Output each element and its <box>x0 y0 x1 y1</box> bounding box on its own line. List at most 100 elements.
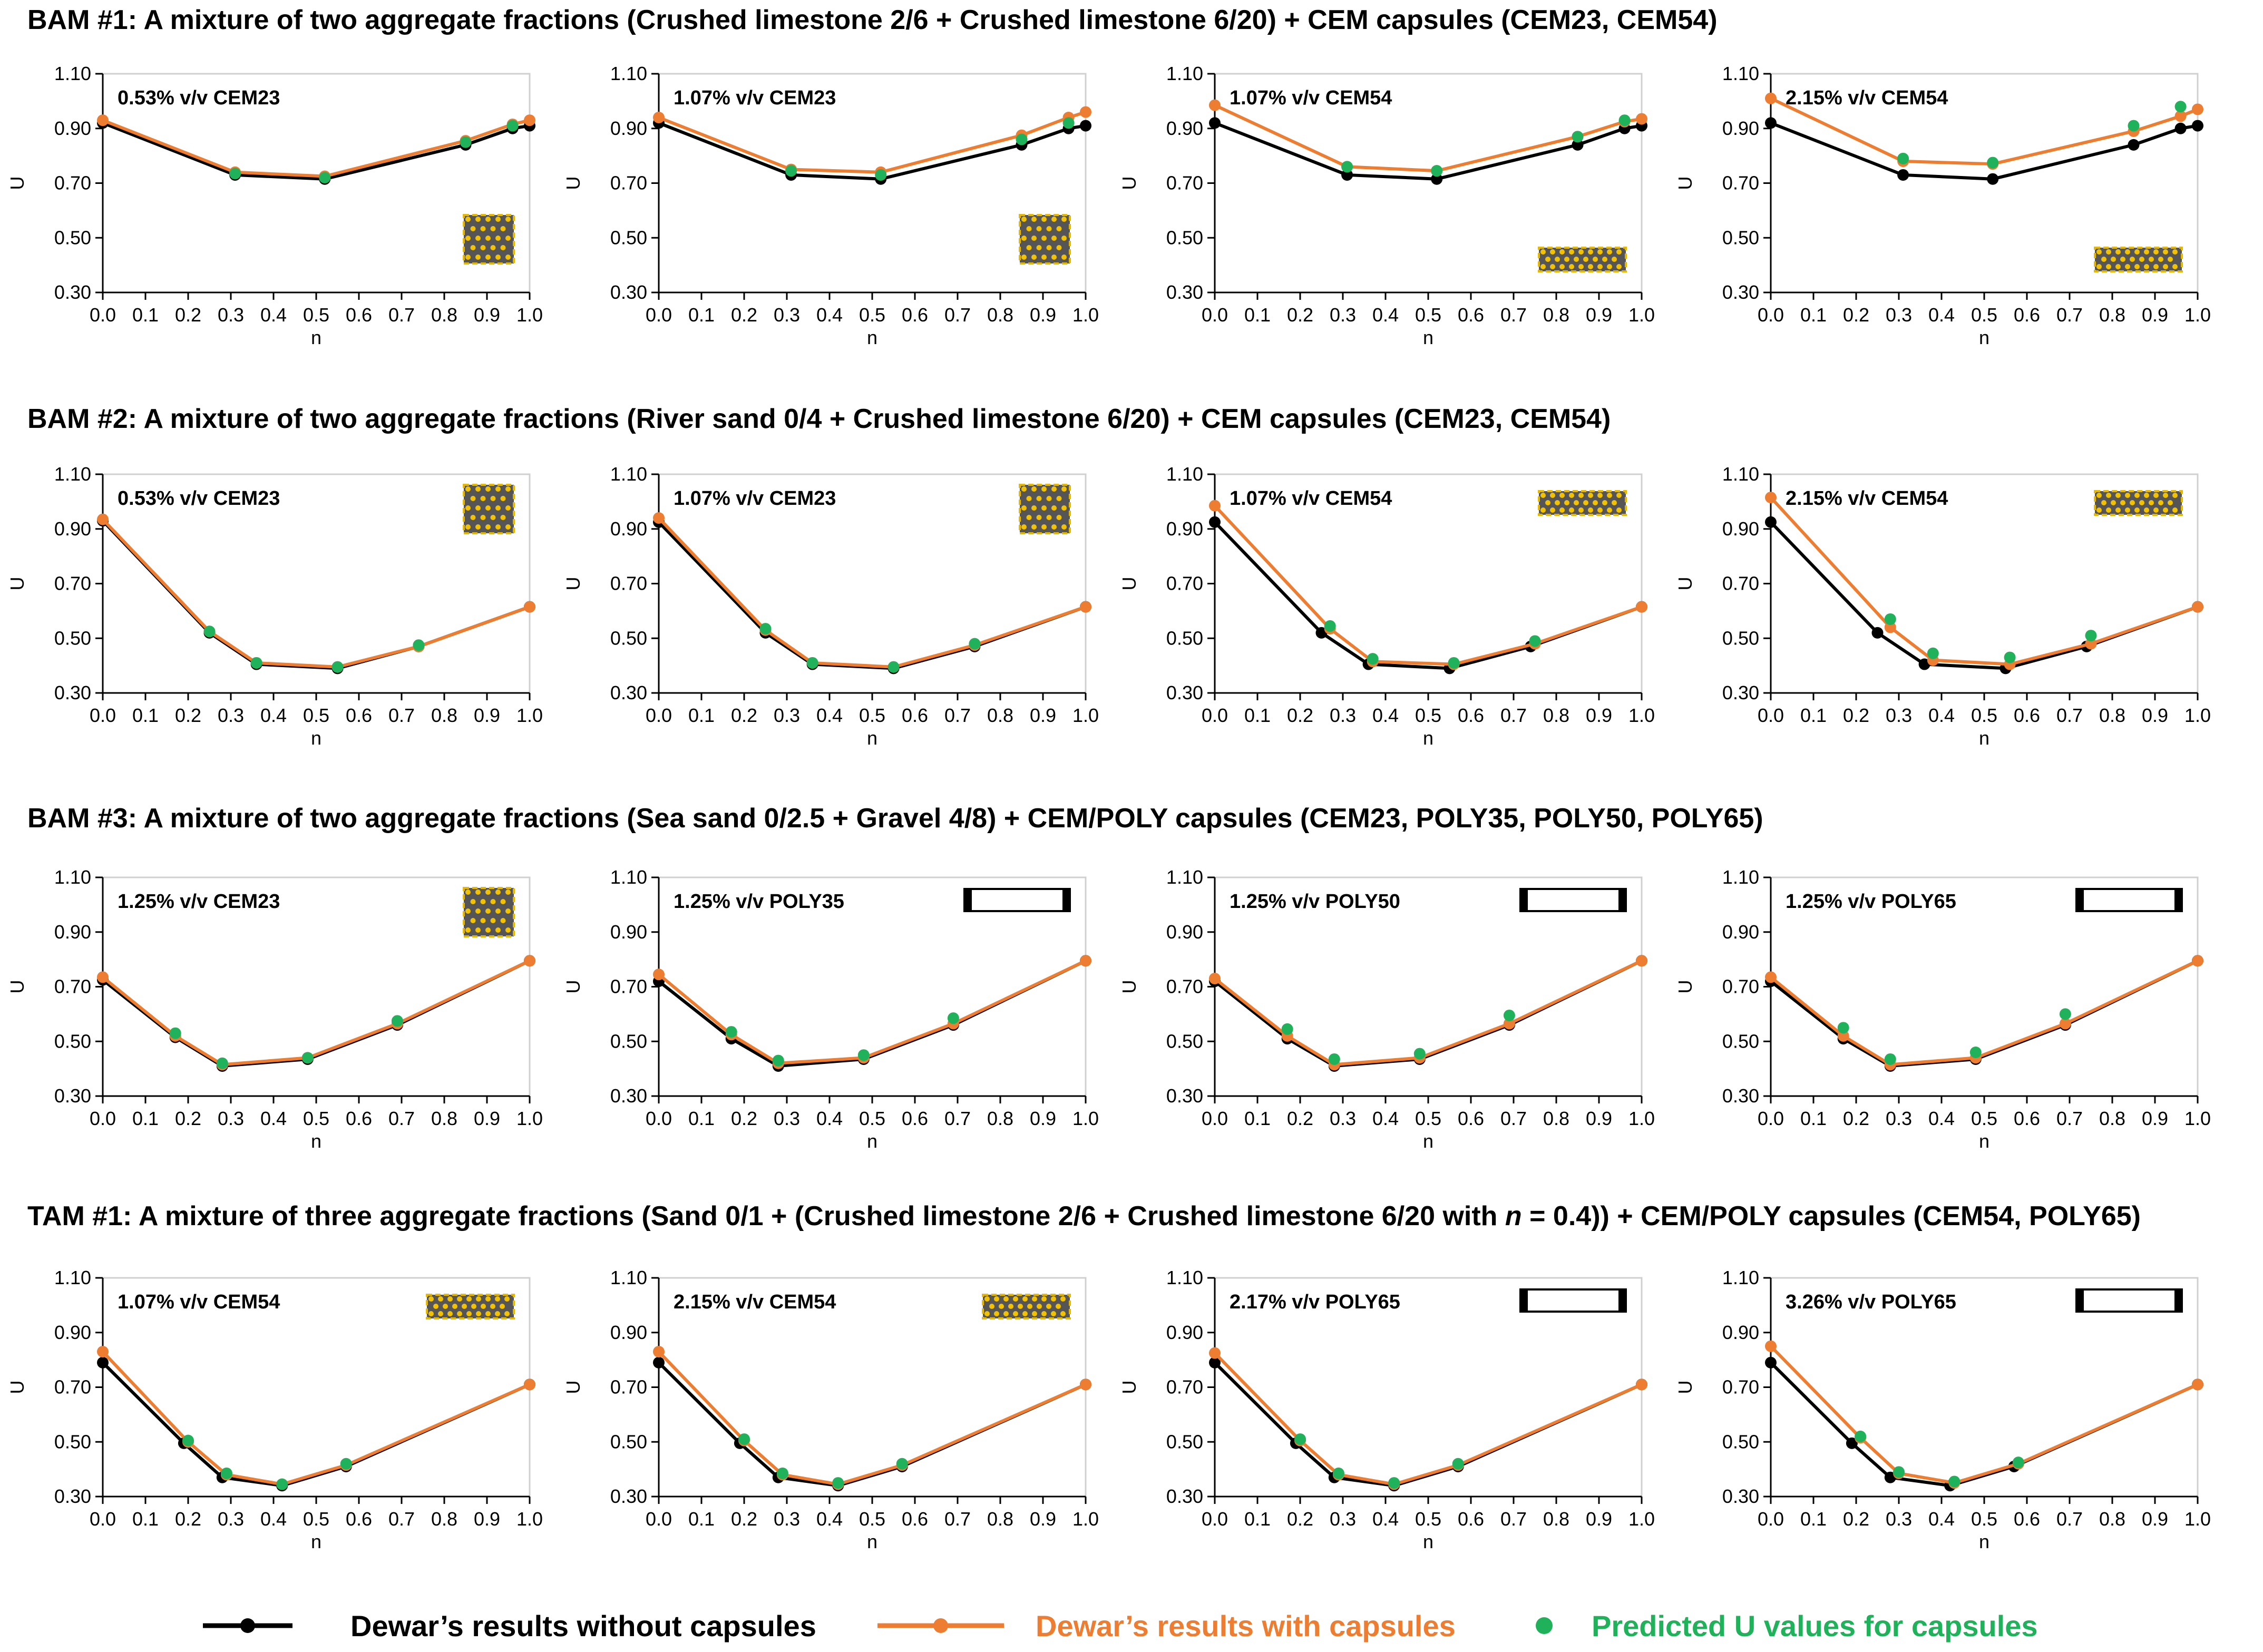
cem-capsule-dot <box>2153 507 2159 513</box>
x-tick-label: 0.1 <box>132 304 159 326</box>
cem-capsule-dot <box>1021 486 1027 492</box>
cem-capsule-dot <box>1559 264 1565 269</box>
x-tick-label: 0.3 <box>774 1108 800 1129</box>
cem-capsule-dot <box>1021 217 1027 222</box>
x-tick-label: 0.7 <box>944 304 971 326</box>
x-tick-label: 0.4 <box>1372 1108 1399 1129</box>
cem-capsule-dot <box>485 486 491 492</box>
cem-capsule-dot <box>470 245 476 250</box>
series-with <box>1209 955 1647 1071</box>
cem-capsule-dot <box>1061 524 1067 530</box>
y-tick-label: 0.70 <box>1166 1376 1203 1398</box>
x-axis-label: n <box>867 727 877 749</box>
series-line-with <box>102 959 531 1067</box>
x-axis-label: n <box>867 1130 877 1152</box>
cem-capsule-dot <box>1616 264 1622 269</box>
x-tick-label: 1.0 <box>516 705 543 726</box>
poly-capsule-cap-left <box>1520 889 1528 911</box>
cem-capsule-dot <box>2125 249 2130 255</box>
charts-canvas: 0.0 0.1 0.2 0.3 0.4 0.5 0.6 0.7 0.8 0.9 1.0 0.30 0.5… <box>6 63 2211 1552</box>
y-tick-label: 0.30 <box>1166 682 1203 703</box>
cem-capsule-dot <box>1003 1311 1009 1316</box>
cem-capsule-dot <box>2096 264 2102 269</box>
poly-capsule-icon <box>1519 1288 1627 1313</box>
y-tick-label: 0.90 <box>54 1322 91 1343</box>
cem-capsule-dot <box>1569 493 1574 498</box>
data-point-without <box>1897 169 1909 181</box>
cem-capsule-dot <box>1031 255 1037 260</box>
cem-capsule-dot <box>2168 500 2173 505</box>
data-point-predicted <box>169 1027 181 1039</box>
cem-capsule-dot <box>1051 505 1057 511</box>
cem-capsule-dot <box>466 1311 472 1316</box>
cem-capsule-dot <box>1588 507 1593 513</box>
cem-capsule-dot <box>1540 493 1546 498</box>
x-axis-label: n <box>1423 1130 1433 1152</box>
cem-capsule-dot <box>1602 257 1607 262</box>
x-tick-label: 0.6 <box>346 304 372 326</box>
x-tick-label: 0.4 <box>1928 1108 1955 1129</box>
capsule-dosage-label: 1.25% v/v POLY35 <box>674 891 844 913</box>
x-tick-label: 0.7 <box>2056 304 2083 326</box>
cem-capsule-dot <box>1022 1296 1028 1302</box>
data-point-predicted <box>1294 1433 1306 1445</box>
x-tick-label: 1.0 <box>1628 705 1655 726</box>
x-tick-label: 0.7 <box>1500 1108 1527 1129</box>
cem-capsule-dot <box>475 236 481 241</box>
series-with <box>97 1346 535 1490</box>
y-tick-label: 0.30 <box>54 1085 91 1107</box>
cem-capsule-dot <box>490 496 496 501</box>
cem-capsule-dot <box>462 1304 467 1309</box>
cem-capsule-dot <box>2163 264 2168 269</box>
cem-capsule-dot <box>500 1304 505 1309</box>
chart-6: 0.0 0.1 0.2 0.3 0.4 0.5 0.6 0.7 0.8 0.9 1.0 0.30 0.5… <box>562 463 1099 749</box>
y-tick-label: 0.50 <box>54 1030 91 1052</box>
y-tick-label: 0.50 <box>54 227 91 248</box>
cem-capsule-dot <box>495 486 501 492</box>
chart-13: 0.0 0.1 0.2 0.3 0.4 0.5 0.6 0.7 0.8 0.9 1.0 0.30 0.5… <box>6 1267 543 1552</box>
series-predicted <box>203 625 425 673</box>
x-axis-label: n <box>311 727 321 749</box>
cem-capsule-dot <box>475 505 481 511</box>
y-tick-label: 0.50 <box>1166 1030 1203 1052</box>
x-tick-label: 0.4 <box>1928 705 1955 726</box>
data-point-predicted <box>1367 653 1379 665</box>
x-tick-label: 0.4 <box>816 1508 843 1530</box>
cem-capsule-dot <box>2120 257 2125 262</box>
cem-capsule-dot <box>2172 249 2178 255</box>
series-line-without <box>1769 521 2199 670</box>
x-tick-label: 0.1 <box>688 1508 715 1530</box>
cem-capsule-dot <box>1607 507 1612 513</box>
x-tick-label: 0.8 <box>987 1108 1013 1129</box>
data-point-predicted <box>319 172 331 184</box>
series-line-with <box>657 1350 1087 1486</box>
data-point-with <box>1209 500 1221 512</box>
data-point-predicted <box>785 165 797 177</box>
cem-capsule-dot <box>2149 500 2154 505</box>
poly-capsule-body <box>1519 888 1627 912</box>
data-point-with <box>524 1379 535 1391</box>
x-tick-label: 0.6 <box>2014 1508 2040 1530</box>
data-point-predicted <box>896 1458 908 1470</box>
series-without <box>97 515 535 675</box>
cem-capsule-dot <box>2163 249 2168 255</box>
data-point-with <box>1080 601 1091 613</box>
y-tick-label: 1.10 <box>1166 463 1203 485</box>
data-point-without <box>1431 173 1443 185</box>
x-tick-label: 0.1 <box>132 705 159 726</box>
x-tick-label: 0.1 <box>1244 705 1271 726</box>
x-tick-label: 0.8 <box>987 304 1013 326</box>
cem-capsule-dot <box>475 524 481 530</box>
cem-capsule-dot <box>495 255 501 260</box>
cem-capsule-dot <box>2172 493 2178 498</box>
x-tick-label: 0.0 <box>1202 705 1228 726</box>
cem-capsule-dot <box>476 1311 481 1316</box>
cem-capsule-dot <box>495 927 501 933</box>
data-point-predicted <box>1388 1477 1400 1489</box>
series-with <box>1765 1340 2203 1489</box>
data-point-predicted <box>1927 647 1939 659</box>
x-axis-label: n <box>311 327 321 348</box>
series-predicted <box>182 1434 352 1490</box>
x-tick-label: 0.0 <box>90 1508 116 1530</box>
capsule-dosage-label: 1.25% v/v CEM23 <box>118 891 280 913</box>
